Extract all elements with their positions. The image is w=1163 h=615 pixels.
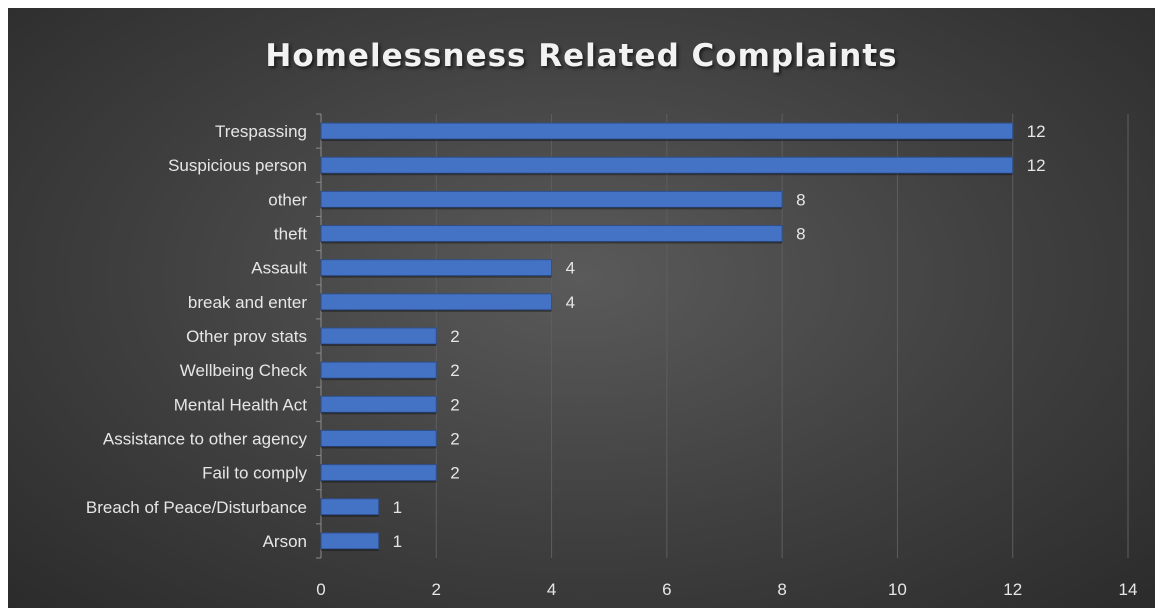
category-label: Assault (251, 259, 307, 278)
data-label: 2 (450, 361, 459, 380)
bar-shadow (321, 480, 437, 483)
category-label: Arson (263, 532, 307, 551)
data-label: 8 (796, 225, 805, 244)
data-label: 2 (450, 395, 459, 414)
bar (320, 327, 437, 345)
category-label: Trespassing (215, 122, 307, 141)
bar (320, 395, 437, 413)
bar-shadow (321, 412, 437, 415)
bar-shadow (321, 173, 1013, 176)
data-label: 2 (450, 464, 459, 483)
x-tick-label: 2 (432, 580, 441, 599)
category-label: theft (274, 225, 307, 244)
x-tick-label: 4 (547, 580, 556, 599)
data-label: 1 (393, 498, 402, 517)
bar-shadow (321, 207, 783, 210)
bar-shadow (321, 139, 1013, 142)
category-label: Mental Health Act (174, 395, 308, 414)
data-label: 12 (1027, 156, 1046, 175)
data-label: 4 (566, 259, 575, 278)
x-tick-label: 14 (1119, 580, 1138, 599)
data-label: 8 (796, 190, 805, 209)
data-label: 4 (566, 293, 575, 312)
bar (320, 293, 553, 311)
chart-area: Homelessness Related Complaints Trespass… (8, 8, 1155, 608)
x-tick-label: 12 (1003, 580, 1022, 599)
bar-shadow (321, 241, 783, 244)
x-tick-label: 0 (316, 580, 325, 599)
chart-title: Homelessness Related Complaints (265, 38, 898, 74)
bar (320, 498, 380, 516)
category-label: Breach of Peace/Disturbance (86, 498, 307, 517)
bar-shadow (321, 275, 552, 278)
bar (320, 259, 553, 277)
bar (320, 225, 783, 243)
bar (320, 532, 380, 550)
bar-shadow (321, 446, 437, 449)
data-label: 2 (450, 327, 459, 346)
category-label: break and enter (188, 293, 307, 312)
bar-shadow (321, 378, 437, 381)
data-label: 12 (1027, 122, 1046, 141)
data-label: 2 (450, 429, 459, 448)
bar (320, 429, 437, 447)
category-label: Assistance to other agency (103, 429, 308, 448)
category-label: Wellbeing Check (180, 361, 308, 380)
data-label: 1 (393, 532, 402, 551)
x-tick-label: 10 (888, 580, 907, 599)
category-label: Other prov stats (186, 327, 307, 346)
bar-shadow (321, 344, 437, 346)
bar (320, 361, 437, 379)
bar-shadow (321, 514, 379, 517)
category-label: Fail to comply (202, 464, 307, 483)
bar (320, 122, 1014, 140)
bar-shadow (321, 548, 379, 551)
x-tick-label: 6 (662, 580, 671, 599)
bar (320, 156, 1014, 174)
x-tick-label: 8 (777, 580, 786, 599)
category-label: other (268, 190, 307, 209)
bar (320, 464, 437, 482)
bar (320, 190, 783, 208)
bar-shadow (321, 309, 552, 312)
category-label: Suspicious person (168, 156, 307, 175)
